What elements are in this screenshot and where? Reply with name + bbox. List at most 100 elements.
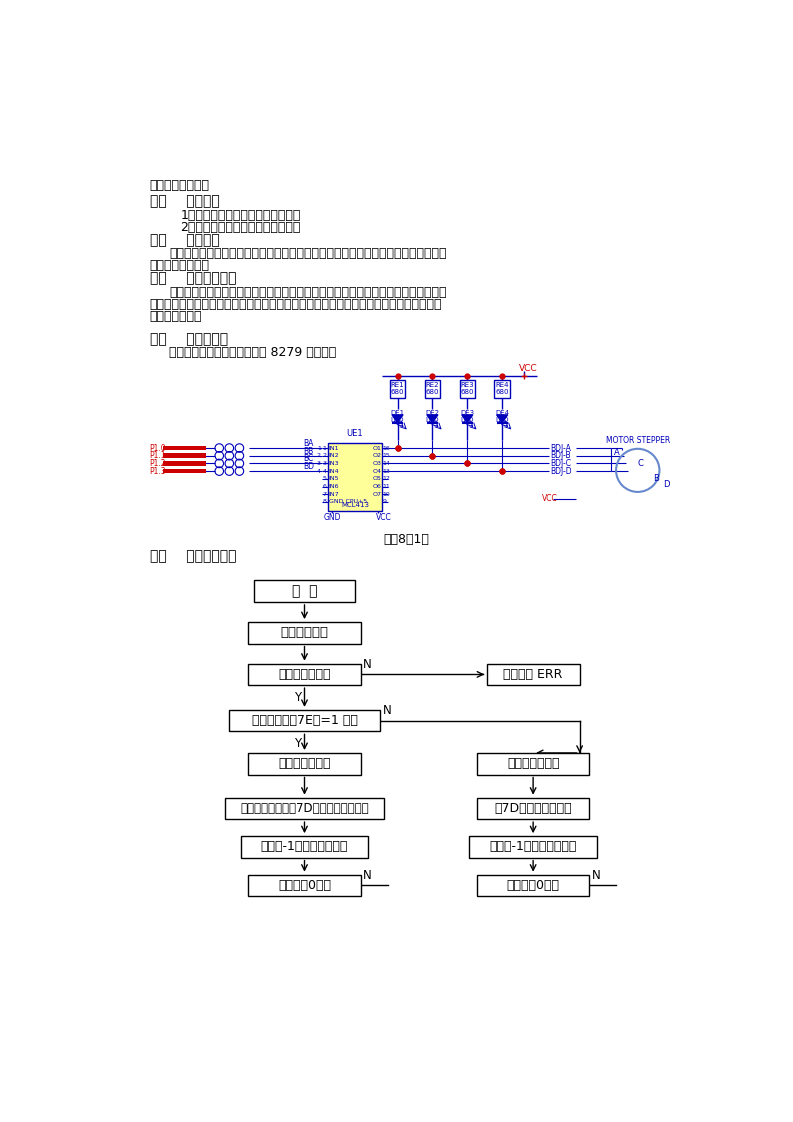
Text: MOTOR STEPPER: MOTOR STEPPER [606, 435, 670, 444]
Text: 2: 2 [316, 453, 321, 458]
Bar [469, 836, 597, 857]
Text: IN4: IN4 [328, 469, 339, 473]
Text: 步距数-1，送显示缓冲区: 步距数-1，送显示缓冲区 [489, 840, 577, 854]
Bar [424, 379, 440, 398]
Text: 步进电机控制实验: 步进电机控制实验 [150, 180, 209, 192]
Text: 4: 4 [322, 469, 326, 473]
Text: 8: 8 [322, 499, 326, 505]
Text: RE2
680: RE2 680 [426, 383, 439, 395]
Polygon shape [462, 415, 473, 423]
Text: P1.2: P1.2 [150, 459, 166, 468]
Text: O1: O1 [373, 445, 381, 451]
Text: 步进电机驱动原理是切换每相线圈中的电流和顺序，来使电机作步进式旋转。驱动电: 步进电机驱动原理是切换每相线圈中的电流和顺序，来使电机作步进式旋转。驱动电 [169, 286, 446, 298]
Bar [328, 443, 382, 512]
Bar [229, 710, 380, 732]
Text: BB: BB [304, 447, 314, 456]
Text: N: N [592, 868, 600, 882]
Text: 13: 13 [383, 469, 391, 473]
Text: 图（8－1）: 图（8－1） [383, 533, 429, 545]
Text: 进电机最适合。: 进电机最适合。 [150, 310, 202, 323]
Text: 步距数为0吗？: 步距数为0吗？ [507, 879, 560, 892]
Text: 7: 7 [322, 491, 326, 497]
Text: 12: 12 [383, 477, 391, 481]
Text: MCL413: MCL413 [341, 502, 369, 508]
Bar [477, 753, 589, 774]
Text: 顺时针转动一步: 顺时针转动一步 [507, 757, 559, 770]
Text: 为零时停止转动。: 为零时停止转动。 [150, 259, 209, 273]
Text: VCC: VCC [542, 495, 558, 504]
Text: 显示出错 ERR: 显示出错 ERR [504, 668, 563, 681]
Text: IN1: IN1 [328, 445, 339, 451]
Text: 3: 3 [316, 461, 321, 466]
Text: BD: BD [303, 462, 314, 471]
Text: P1.0: P1.0 [150, 443, 166, 452]
Text: IN7: IN7 [328, 491, 339, 497]
Text: RE3
680: RE3 680 [461, 383, 474, 395]
Bar [248, 753, 361, 774]
Text: 二、    实验内容: 二、 实验内容 [150, 233, 219, 247]
Text: 四、    实验接线图: 四、 实验接线图 [150, 332, 228, 346]
Bar [248, 875, 361, 896]
Text: O2: O2 [372, 453, 381, 458]
Text: IN3: IN3 [328, 461, 339, 466]
Bar [225, 798, 384, 819]
Text: B: B [653, 475, 659, 484]
Text: 显示缓冲区（7E）=1 吗？: 显示缓冲区（7E）=1 吗？ [251, 714, 358, 727]
Text: VCC: VCC [519, 365, 538, 374]
Text: 五、    实验程序框图: 五、 实验程序框图 [150, 550, 236, 563]
Text: 1: 1 [317, 445, 321, 451]
Bar [487, 663, 580, 686]
Text: Y: Y [293, 737, 301, 749]
Text: O5: O5 [373, 477, 381, 481]
Text: BA: BA [304, 439, 314, 448]
Text: BDJ-C: BDJ-C [550, 459, 571, 468]
Text: N: N [363, 657, 372, 671]
Bar [459, 379, 475, 398]
Text: DE1
LED: DE1 LED [390, 411, 404, 423]
Text: BC: BC [304, 454, 314, 463]
Text: IN2: IN2 [328, 453, 339, 458]
Text: IN5: IN5 [328, 477, 339, 481]
Bar [389, 379, 405, 398]
Text: RE4
680: RE4 680 [496, 383, 509, 395]
Text: 15: 15 [383, 453, 390, 458]
Text: DE2
LED: DE2 LED [425, 411, 439, 423]
Text: N: N [382, 703, 391, 717]
Text: O4: O4 [372, 469, 381, 473]
Text: Y: Y [293, 690, 301, 703]
Bar [248, 622, 361, 644]
Text: 16: 16 [383, 445, 390, 451]
Polygon shape [496, 415, 508, 423]
Text: 5: 5 [322, 477, 326, 481]
Text: 一、    实验目的: 一、 实验目的 [150, 195, 219, 209]
Text: UE1: UE1 [347, 429, 363, 438]
Text: O7: O7 [372, 491, 381, 497]
Text: 设置初始显示: 设置初始显示 [281, 626, 328, 640]
Text: 开  始: 开 始 [292, 585, 317, 598]
Bar [163, 461, 206, 466]
Text: 步距数为0吗？: 步距数为0吗？ [278, 879, 331, 892]
Text: A: A [614, 448, 619, 457]
Text: RE1
680: RE1 680 [391, 383, 404, 395]
Bar [248, 663, 361, 686]
Text: O3: O3 [372, 461, 381, 466]
Text: 2: 2 [322, 453, 326, 458]
Bar [163, 445, 206, 450]
Text: 设置是否正确？: 设置是否正确？ [278, 668, 331, 681]
Text: N: N [363, 868, 372, 882]
Polygon shape [427, 415, 438, 423]
Text: C: C [638, 459, 644, 468]
Polygon shape [392, 415, 403, 423]
Text: 显示部分参考键盘显示控制器 8279 应用实验: 显示部分参考键盘显示控制器 8279 应用实验 [169, 346, 336, 359]
Text: 三、    实验预备知识: 三、 实验预备知识 [150, 272, 236, 286]
Text: 路由脉冲信号来控制，所以调节脉冲信号的频率便可改变步进电机的转速。单片机控制步: 路由脉冲信号来控制，所以调节脉冲信号的频率便可改变步进电机的转速。单片机控制步 [150, 297, 442, 311]
Text: BDJ-D: BDJ-D [550, 467, 572, 476]
Text: 6: 6 [322, 484, 326, 489]
Text: 1: 1 [322, 445, 326, 451]
Bar [240, 836, 369, 857]
Text: GND CPU+5: GND CPU+5 [328, 499, 366, 505]
Bar [254, 580, 355, 603]
Text: IN6: IN6 [328, 484, 339, 489]
Text: （7D）内容计算延时: （7D）内容计算延时 [494, 802, 572, 815]
Text: 11: 11 [383, 484, 390, 489]
